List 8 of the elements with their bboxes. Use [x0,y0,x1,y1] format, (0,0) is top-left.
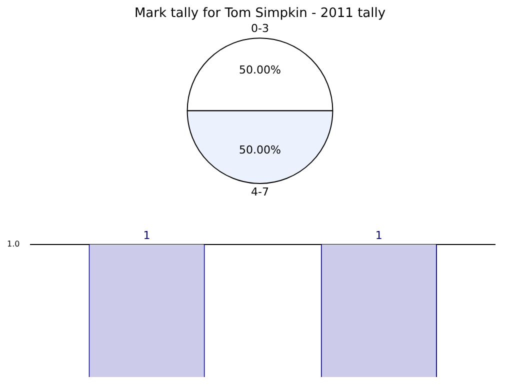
data-label: 1 [143,228,150,242]
data-label: 50.00% [239,144,281,157]
data-label: 50.00% [239,64,281,77]
chart-title: Mark tally for Tom Simpkin - 2011 tally [134,6,386,22]
slice-label: 4-7 [251,185,269,198]
y-tick-label: 1.0 [6,239,20,248]
slice-label: 0-3 [251,22,269,35]
data-label: 1 [375,228,382,242]
